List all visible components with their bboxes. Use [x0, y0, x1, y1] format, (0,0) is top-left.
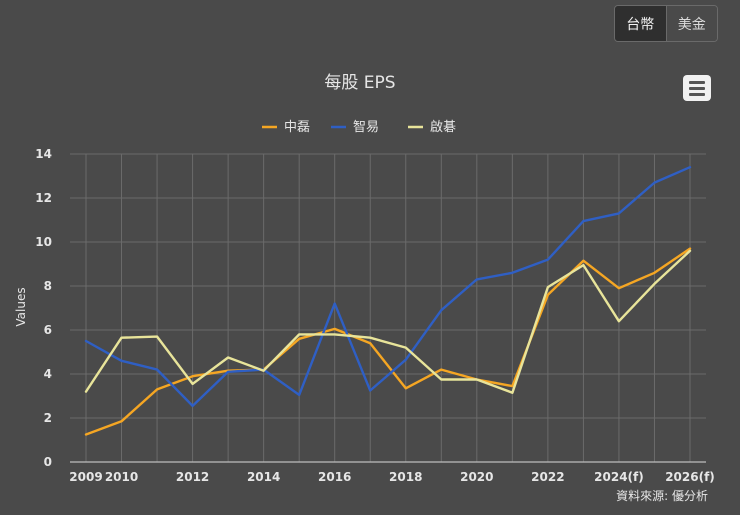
- y-axis-label: Values: [14, 287, 28, 326]
- y-tick-label: 8: [44, 279, 52, 293]
- x-tick-label: 2024(f): [594, 470, 644, 484]
- data-source-credit: 資料來源: 優分析: [616, 489, 708, 503]
- y-tick-label: 6: [44, 323, 52, 337]
- currency-twd-button[interactable]: 台幣: [615, 6, 667, 41]
- x-tick-label: 2022: [531, 470, 564, 484]
- series-line-2: [84, 249, 692, 394]
- y-tick-label: 2: [44, 411, 52, 425]
- x-tick-label: 2010: [105, 470, 138, 484]
- y-tick-label: 12: [35, 191, 52, 205]
- menu-bar: [689, 86, 705, 90]
- legend-item-label[interactable]: 啟碁: [430, 120, 456, 135]
- menu-bar: [689, 80, 705, 84]
- x-tick-label: 2018: [389, 470, 422, 484]
- y-tick-label: 10: [35, 235, 52, 249]
- currency-toggle: 台幣 美金: [614, 5, 718, 42]
- x-tick-label: 2014: [247, 470, 280, 484]
- chart-title: 每股 EPS: [324, 73, 395, 93]
- legend-item-label[interactable]: 智易: [353, 120, 379, 135]
- x-tick-label: 2020: [460, 470, 493, 484]
- x-tick-label: 2009: [69, 470, 102, 484]
- menu-bar: [689, 92, 705, 96]
- currency-usd-button[interactable]: 美金: [666, 6, 717, 41]
- hamburger-menu-icon[interactable]: [683, 75, 711, 101]
- series-line-0: [84, 247, 692, 436]
- legend-item-label[interactable]: 中磊: [284, 120, 310, 135]
- x-tick-label: 2016: [318, 470, 351, 484]
- y-tick-label: 4: [44, 367, 52, 381]
- series-line-1: [84, 165, 692, 408]
- y-tick-label: 14: [35, 147, 52, 161]
- x-tick-label: 2026(f): [665, 470, 715, 484]
- y-tick-label: 0: [44, 455, 52, 469]
- x-tick-label: 2012: [176, 470, 209, 484]
